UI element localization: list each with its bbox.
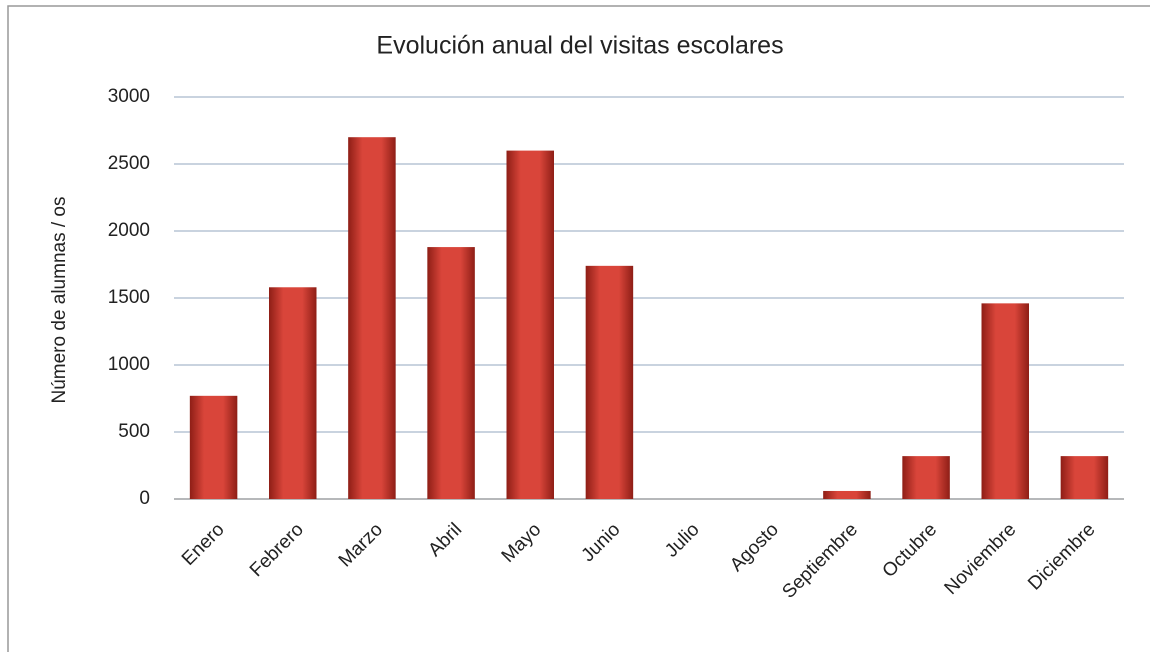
y-tick-label: 2000 <box>108 220 150 241</box>
bar <box>1060 456 1109 499</box>
bar <box>506 150 554 499</box>
x-tick-label: Abril <box>424 519 466 561</box>
x-tick-label: Octubre <box>879 519 942 582</box>
y-tick-label: 0 <box>139 488 150 509</box>
bar <box>348 137 396 499</box>
chart-title: Evolución anual del visitas escolares <box>376 32 783 60</box>
y-tick-label: 3000 <box>108 86 150 107</box>
frame <box>7 5 1150 652</box>
bar <box>585 265 634 499</box>
x-tick-label: Marzo <box>335 519 387 571</box>
y-tick-label: 1500 <box>108 287 150 308</box>
y-tick-label: 500 <box>118 421 150 442</box>
y-tick-label: 1000 <box>108 354 150 375</box>
bar <box>269 287 317 499</box>
x-tick-label: Diciembre <box>1024 519 1099 594</box>
x-tick-label: Septiembre <box>778 519 862 603</box>
bar <box>189 395 238 499</box>
x-tick-label: Mayo <box>498 519 546 567</box>
x-tick-label: Julio <box>661 519 703 561</box>
y-tick-label: 2500 <box>108 153 150 174</box>
x-tick-label: Noviembre <box>941 519 1021 599</box>
y-axis-label: Número de alumnas / os <box>49 197 70 404</box>
x-tick-label: Febrero <box>246 519 308 581</box>
x-tick-label: Junio <box>578 519 625 566</box>
bar <box>427 247 475 499</box>
bar <box>823 490 871 499</box>
x-tick-label: Agosto <box>726 519 783 576</box>
bar <box>981 303 1029 499</box>
bar <box>902 456 950 499</box>
x-tick-label: Enero <box>178 519 229 570</box>
